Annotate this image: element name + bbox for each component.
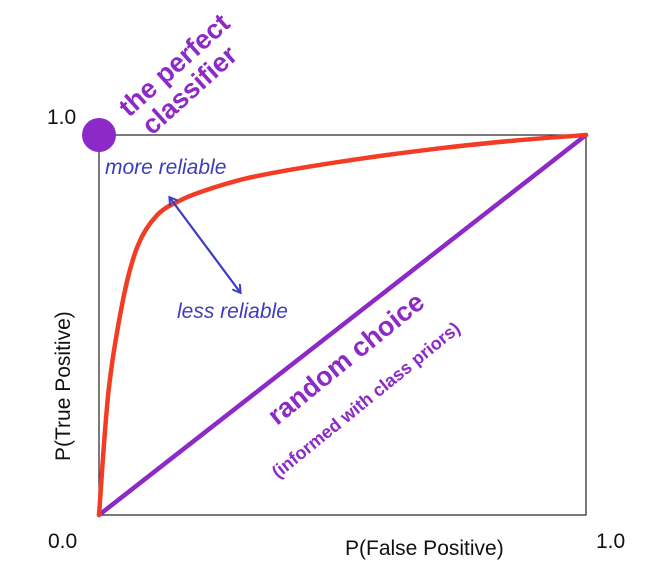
perfect-classifier-point [82, 118, 116, 152]
y-axis-label: P(True Positive) [52, 311, 75, 461]
random-choice-line [96, 132, 589, 518]
origin-tick: 0.0 [48, 530, 77, 553]
reliability-arrow [170, 198, 240, 292]
more-reliable-label: more reliable [105, 156, 226, 179]
points-layer [82, 118, 116, 152]
plot-frame [98, 134, 587, 516]
roc-curve-line [96, 132, 589, 518]
y-tick-max: 1.0 [47, 106, 76, 129]
x-tick-max: 1.0 [596, 530, 625, 553]
x-axis-label: P(False Positive) [345, 537, 504, 560]
less-reliable-label: less reliable [177, 300, 288, 323]
lines-layer [96, 132, 589, 518]
